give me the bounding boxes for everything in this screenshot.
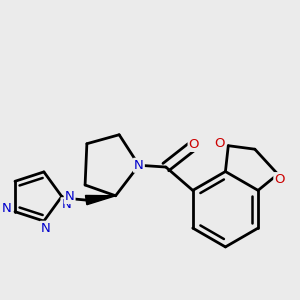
Text: N: N: [2, 202, 12, 215]
Text: O: O: [214, 137, 225, 150]
Text: N: N: [41, 222, 51, 235]
Text: O: O: [274, 173, 285, 186]
Text: N: N: [134, 159, 144, 172]
Text: O: O: [189, 138, 199, 151]
Polygon shape: [85, 196, 116, 205]
Text: N: N: [61, 198, 71, 211]
Text: N: N: [65, 190, 74, 203]
